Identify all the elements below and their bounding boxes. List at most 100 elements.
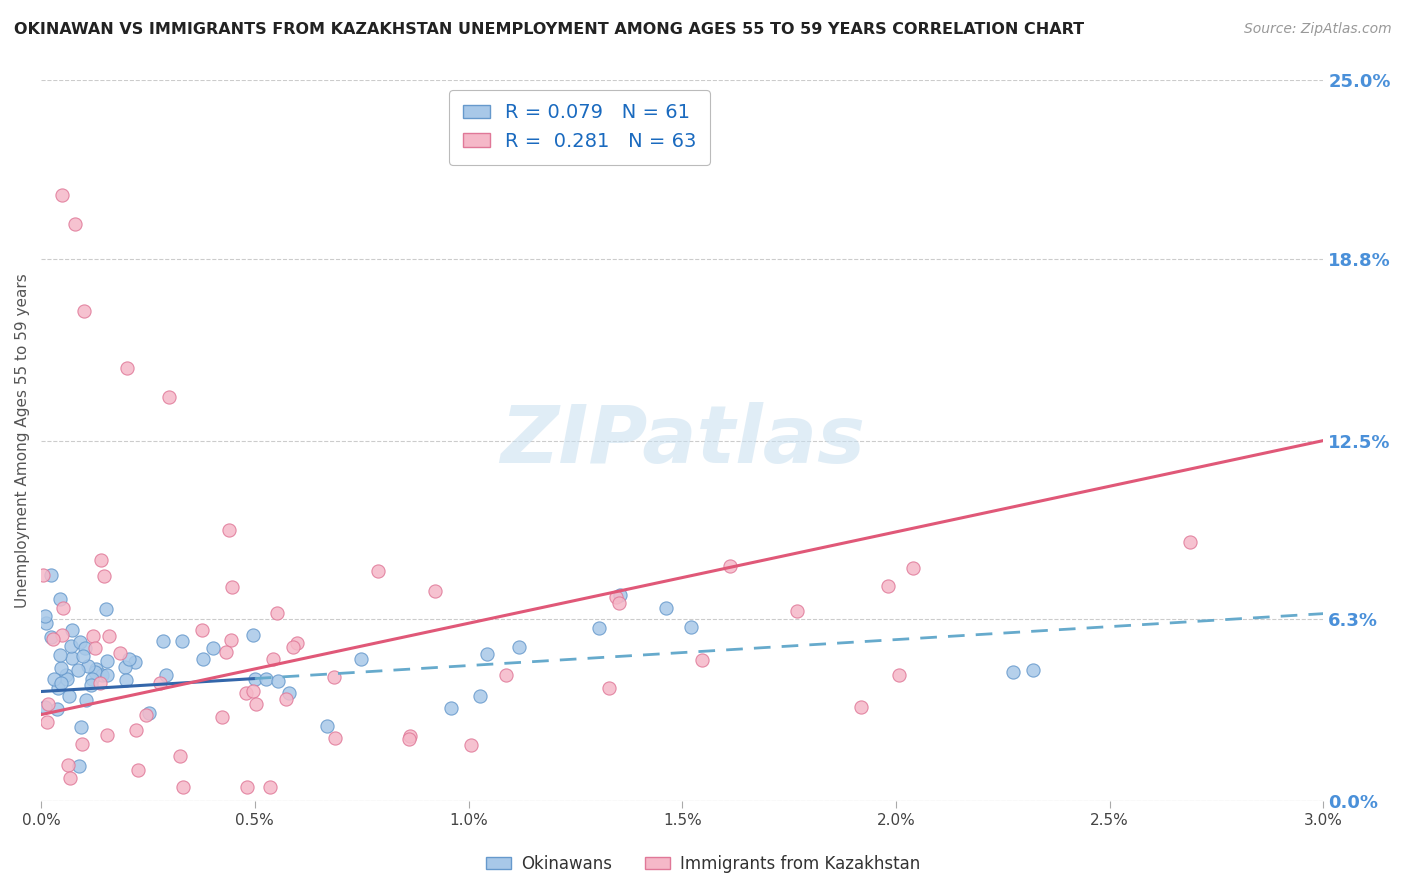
Point	[73, 303, 96, 318]
Point	[399, 729, 422, 743]
Point	[56, 672, 79, 686]
Point	[46, 681, 69, 695]
Point	[39, 630, 62, 644]
Point	[1001, 665, 1024, 679]
Point	[718, 558, 741, 573]
Point	[681, 620, 703, 634]
Point	[191, 623, 214, 637]
Point	[60, 623, 83, 637]
Point	[281, 640, 304, 655]
Point	[76, 658, 98, 673]
Point	[82, 672, 104, 686]
Point	[60, 640, 83, 654]
Point	[72, 649, 94, 664]
Point	[115, 361, 138, 376]
Point	[96, 728, 118, 742]
Point	[96, 654, 118, 668]
Point	[267, 674, 290, 689]
Point	[70, 737, 93, 751]
Point	[127, 763, 149, 777]
Y-axis label: Unemployment Among Ages 55 to 59 years: Unemployment Among Ages 55 to 59 years	[15, 273, 30, 608]
Point	[115, 673, 138, 687]
Legend: R = 0.079   N = 61, R =  0.281   N = 63: R = 0.079 N = 61, R = 0.281 N = 63	[449, 90, 710, 165]
Point	[66, 663, 89, 677]
Point	[45, 702, 67, 716]
Point	[219, 633, 242, 648]
Point	[114, 660, 136, 674]
Point	[254, 672, 277, 686]
Text: Source: ZipAtlas.com: Source: ZipAtlas.com	[1244, 22, 1392, 37]
Point	[82, 629, 104, 643]
Point	[235, 780, 257, 794]
Point	[32, 568, 55, 582]
Point	[124, 723, 146, 737]
Point	[169, 748, 191, 763]
Point	[157, 390, 180, 404]
Point	[39, 568, 62, 582]
Text: OKINAWAN VS IMMIGRANTS FROM KAZAKHSTAN UNEMPLOYMENT AMONG AGES 55 TO 59 YEARS CO: OKINAWAN VS IMMIGRANTS FROM KAZAKHSTAN U…	[14, 22, 1084, 37]
Point	[609, 597, 631, 611]
Point	[75, 641, 97, 656]
Point	[96, 668, 118, 682]
Point	[108, 646, 131, 660]
Point	[235, 686, 257, 700]
Point	[322, 670, 344, 684]
Point	[149, 676, 172, 690]
Point	[49, 648, 72, 663]
Point	[37, 697, 59, 711]
Point	[35, 615, 58, 630]
Point	[49, 591, 72, 606]
Point	[84, 663, 107, 677]
Point	[903, 561, 925, 575]
Point	[55, 668, 77, 682]
Legend: Okinawans, Immigrants from Kazakhstan: Okinawans, Immigrants from Kazakhstan	[479, 848, 927, 880]
Point	[243, 672, 266, 686]
Point	[83, 665, 105, 679]
Point	[35, 715, 58, 730]
Point	[60, 650, 83, 665]
Point	[242, 683, 264, 698]
Point	[609, 588, 631, 602]
Point	[1022, 663, 1045, 677]
Point	[69, 635, 91, 649]
Point	[460, 738, 482, 752]
Point	[65, 217, 87, 231]
Point	[69, 759, 91, 773]
Point	[124, 655, 146, 669]
Point	[191, 652, 214, 666]
Point	[34, 700, 56, 714]
Point	[211, 710, 233, 724]
Point	[52, 601, 75, 615]
Point	[44, 672, 66, 686]
Point	[259, 780, 281, 794]
Point	[475, 648, 498, 662]
Point	[84, 640, 107, 655]
Point	[80, 678, 103, 692]
Point	[398, 731, 420, 746]
Point	[605, 590, 627, 604]
Point	[245, 697, 267, 711]
Point	[287, 636, 309, 650]
Point	[598, 681, 620, 695]
Point	[135, 708, 157, 723]
Point	[316, 719, 339, 733]
Point	[350, 652, 373, 666]
Point	[51, 661, 73, 675]
Point	[138, 706, 160, 720]
Point	[1180, 534, 1202, 549]
Point	[90, 552, 112, 566]
Point	[89, 676, 111, 690]
Point	[91, 668, 114, 682]
Point	[98, 629, 121, 643]
Point	[51, 628, 73, 642]
Point	[51, 188, 73, 202]
Point	[242, 628, 264, 642]
Point	[49, 676, 72, 690]
Point	[508, 640, 530, 654]
Point	[59, 772, 82, 786]
Point	[278, 686, 301, 700]
Point	[93, 569, 115, 583]
Point	[367, 564, 389, 578]
Point	[786, 604, 808, 618]
Point	[266, 606, 288, 620]
